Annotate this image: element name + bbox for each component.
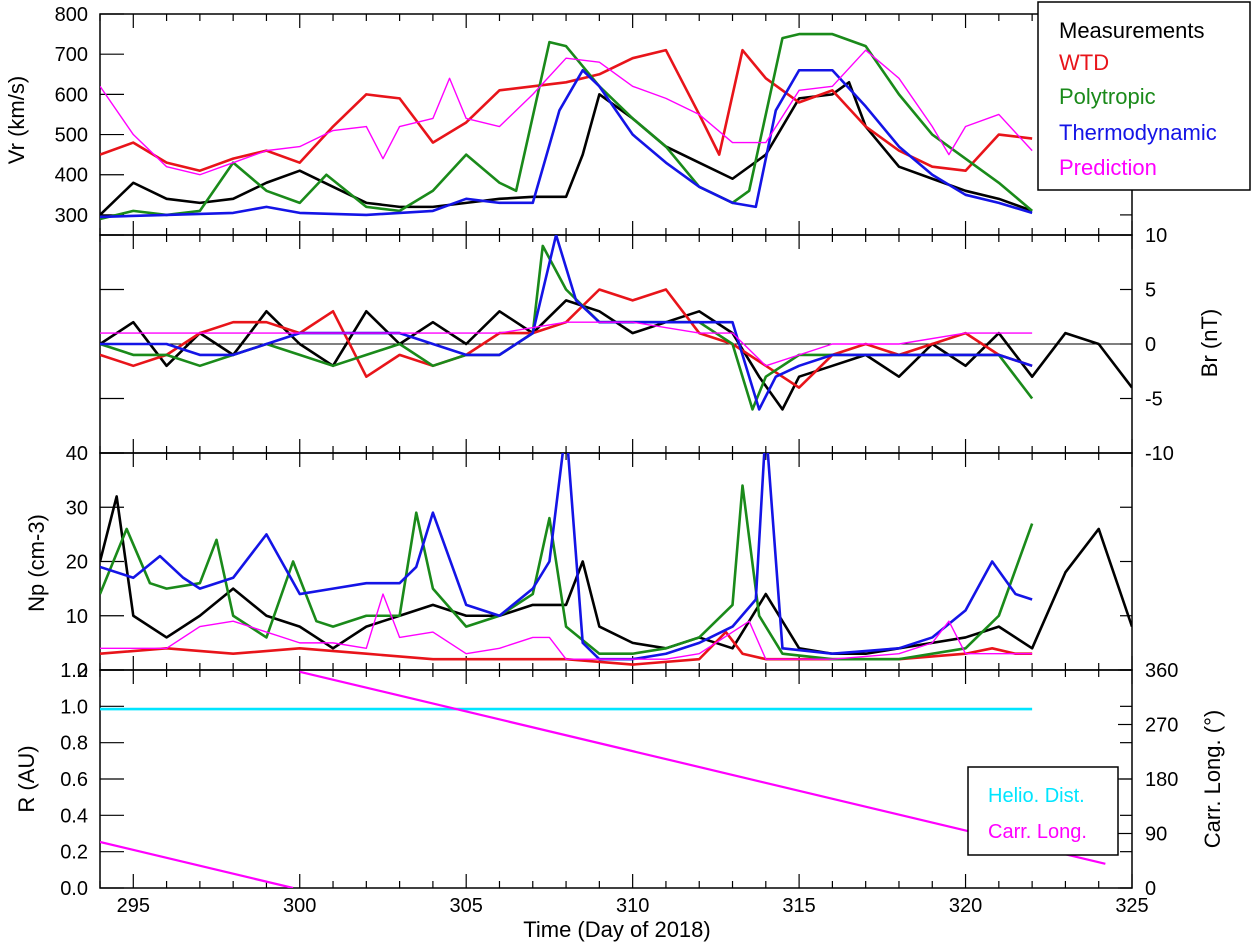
series-prediction [100,593,1033,660]
legend-prediction: Prediction [1059,155,1157,180]
y-tick-label: 800 [55,4,88,26]
y-tick-label: 10 [66,606,88,628]
legend-carr-long: Carr. Long. [988,821,1087,843]
y-tick-label: 1.0 [60,696,88,718]
panel-br: 10 5 0 -5 -10 [99,225,1174,465]
x-tick-label: 325 [1115,895,1148,917]
y-tick-label: 0.4 [60,805,88,827]
x-axis-label: Time (Day of 2018) [523,917,710,942]
y2-tick-label: 270 [1145,715,1178,737]
legend-top: Measurements WTD Polytropic Thermodynami… [1037,1,1251,191]
legend-bottom: Helio. Dist. Carr. Long. [967,766,1119,856]
y-tick-label: 400 [55,165,88,187]
series-measurements [100,299,1132,411]
series-group [100,235,1132,411]
series-polytropic [100,484,1034,661]
series-prediction [100,321,1033,367]
y-tick-label: 700 [55,44,88,66]
series-wtd [100,48,1033,173]
legend-polytropic: Polytropic [1059,84,1156,109]
panel-np: 0 10 20 30 40 [66,443,1133,682]
x-tick-label: 295 [117,895,150,917]
np-ylabel: Np (cm-3) [24,514,49,612]
vr-ylabel: Vr (km/s) [4,76,29,164]
y2-tick-label: 0 [1145,878,1156,900]
y-tick-label: 600 [55,84,88,106]
y-tick-label: 5 [1145,280,1156,302]
legend-bottom-box [967,766,1119,856]
panels: 300 400 500 600 700 800 10 5 0 -5 -10 0 10 20 30 40 295 3… [55,4,1179,917]
x-tick-label: 305 [450,895,483,917]
legend-helio-dist: Helio. Dist. [988,785,1085,807]
series-polytropic [100,32,1033,221]
panel-orbit: 295 300 305 310 315 320 325 0.0 0.2 0.4 0.6 0.8 1.0 1… [60,660,1178,917]
panel-vr: 300 400 500 600 700 800 [55,4,1133,236]
y-tick-label: 0.2 [60,842,88,864]
carr-long-ylabel: Carr. Long. (°) [1200,710,1225,848]
y-tick-label: 0.0 [60,878,88,900]
y-tick-label: 20 [66,552,88,574]
y2-tick-label: 90 [1145,824,1167,846]
x-tick-label: 315 [782,895,815,917]
y2-tick-label: 180 [1145,769,1178,791]
y-tick-label: 1.2 [60,660,88,682]
y-tick-label: 0 [77,660,88,682]
series-group [100,670,1106,888]
r-ylabel: R (AU) [14,745,39,812]
y-tick-label: 0 [1145,334,1156,356]
x-tick-label: 310 [616,895,649,917]
series-group [100,453,1132,666]
y-tick-label: 40 [66,443,88,465]
series-measurements [100,81,1033,216]
series-thermodynamic [100,235,1033,411]
y-tick-label: 0.6 [60,769,88,791]
br-ylabel: Br (nT) [1197,309,1222,377]
y-tick-label: 30 [66,497,88,519]
series-carr-long [100,840,294,888]
x-tick-label: 320 [949,895,982,917]
legend-top-box [1037,1,1251,191]
series-thermodynamic [100,453,1033,661]
y-tick-label: 300 [55,205,88,227]
y2-tick-label: 360 [1145,660,1178,682]
x-tick-label: 300 [283,895,316,917]
y-tick-label: 0.8 [60,733,88,755]
series-group [100,32,1033,221]
y-tick-label: -10 [1145,443,1174,465]
y-tick-label: -5 [1145,389,1163,411]
series-measurements [100,495,1132,656]
legend-wtd: WTD [1059,50,1109,75]
y-tick-label: 500 [55,125,88,147]
legend-measurements: Measurements [1059,18,1205,43]
panel-frame [99,13,1133,236]
y-tick-label: 10 [1145,225,1167,247]
series-prediction [100,49,1033,176]
series-thermodynamic [100,68,1033,219]
legend-thermodynamic: Thermodynamic [1059,120,1217,145]
